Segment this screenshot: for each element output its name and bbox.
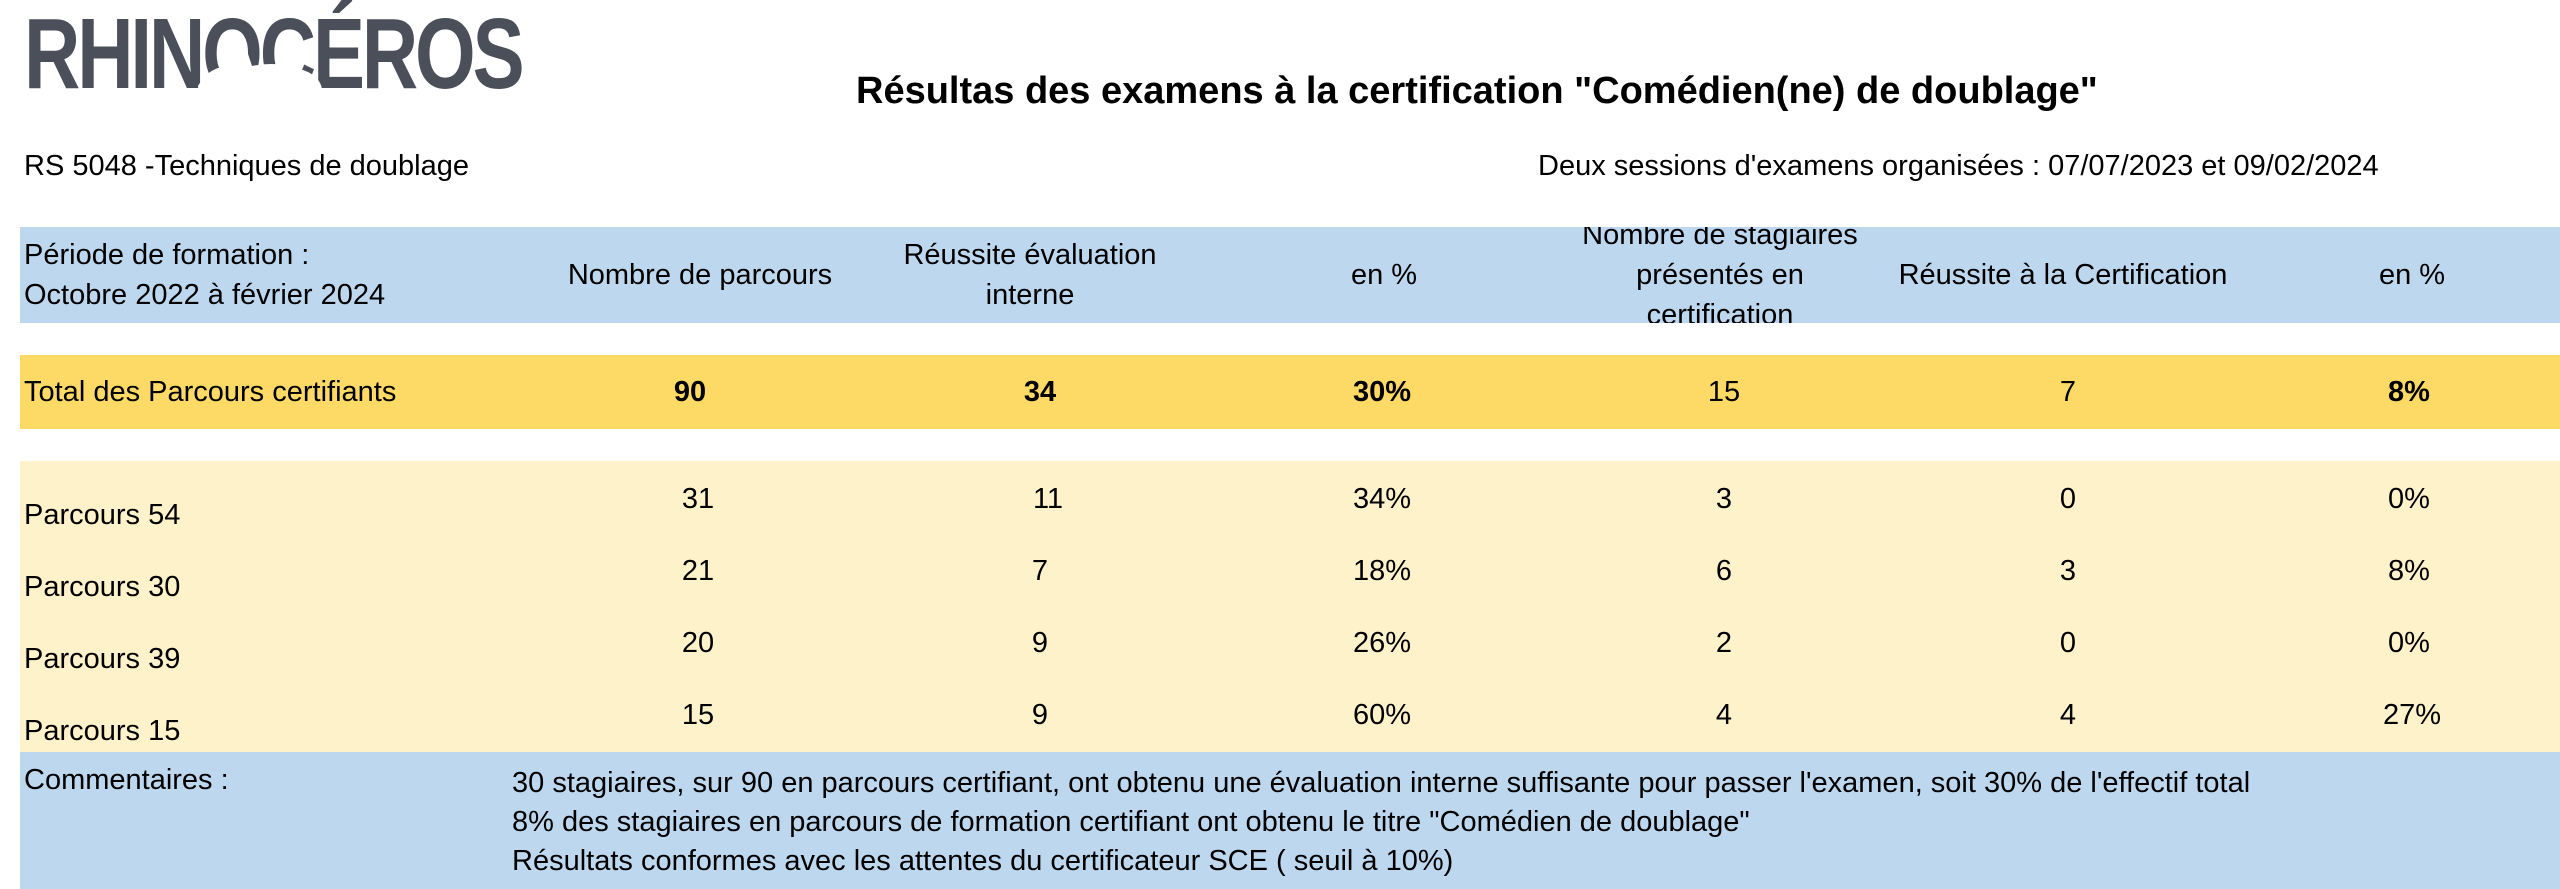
total-certification-percent: 8%: [2388, 376, 2430, 408]
row-parcours: 20: [681, 627, 715, 659]
row-label: Parcours 30: [24, 571, 181, 603]
row-certification-success: 4: [2059, 699, 2077, 731]
total-presented: 15: [1707, 376, 1741, 408]
header-presented-count: Nombre de stagiaires présentés en certif…: [1582, 227, 1858, 323]
header-internal-percent: en %: [1350, 259, 1418, 291]
header-internal-success: Réussite évaluation interne: [903, 239, 1157, 311]
header-period: Période de formation : Octobre 2022 à fé…: [24, 239, 386, 311]
row-label: Parcours 39: [24, 643, 181, 675]
page-title: Résultas des examens à la certification …: [856, 70, 2098, 112]
header-certification-success: Réussite à la Certification: [1898, 259, 2228, 291]
comment-line: 8% des stagiaires en parcours de formati…: [512, 806, 1750, 838]
row-label: Parcours 15: [24, 715, 181, 747]
row-presented: 3: [1715, 483, 1733, 515]
row-presented: 4: [1715, 699, 1733, 731]
comments-label: Commentaires :: [24, 764, 229, 796]
total-row: Total des Parcours certifiants 90 34 30%…: [20, 355, 2560, 429]
total-label: Total des Parcours certifiants: [24, 376, 397, 408]
total-internal-success: 34: [1023, 376, 1057, 408]
comments-section: Commentaires : 30 stagiaires, sur 90 en …: [20, 752, 2560, 889]
row-certification-success: 3: [2059, 555, 2077, 587]
header-parcours-count: Nombre de parcours: [567, 259, 833, 291]
certification-code: RS 5048 -Techniques de doublage: [24, 150, 469, 182]
row-parcours: 31: [681, 483, 715, 515]
comments-text: 30 stagiaires, sur 90 en parcours certif…: [512, 764, 2250, 881]
table-header: Période de formation : Octobre 2022 à fé…: [20, 227, 2560, 323]
row-internal-percent: 60%: [1352, 699, 1412, 731]
row-label: Parcours 54: [24, 499, 181, 531]
row-certification-success: 0: [2059, 483, 2077, 515]
row-internal-percent: 26%: [1352, 627, 1412, 659]
rhino-logo-icon: [198, 54, 323, 104]
row-certification-success: 0: [2059, 627, 2077, 659]
row-internal-percent: 34%: [1352, 483, 1412, 515]
row-internal-success: 7: [1031, 555, 1049, 587]
row-internal-success: 11: [1032, 483, 1064, 515]
row-presented: 6: [1715, 555, 1733, 587]
header-certification-percent: en %: [2378, 259, 2446, 291]
exam-sessions: Deux sessions d'examens organisées : 07/…: [1538, 150, 2379, 182]
total-certification-success: 7: [2059, 376, 2077, 408]
total-internal-percent: 30%: [1352, 376, 1412, 408]
row-presented: 2: [1715, 627, 1733, 659]
row-internal-success: 9: [1031, 699, 1049, 731]
row-internal-success: 9: [1031, 627, 1049, 659]
row-internal-percent: 18%: [1352, 555, 1412, 587]
row-certification-percent: 27%: [2382, 699, 2442, 731]
row-certification-percent: 0%: [2388, 627, 2430, 659]
row-certification-percent: 8%: [2388, 555, 2430, 587]
row-certification-percent: 0%: [2388, 483, 2430, 515]
comment-line: 30 stagiaires, sur 90 en parcours certif…: [512, 767, 2251, 799]
total-parcours: 90: [673, 376, 707, 408]
row-parcours: 21: [681, 555, 715, 587]
row-parcours: 15: [681, 699, 715, 731]
comment-line: Résultats conformes avec les attentes du…: [512, 845, 1454, 877]
parcours-rows: Parcours 54 31 11 34% 3 0 0% Parcours 30…: [20, 461, 2560, 752]
